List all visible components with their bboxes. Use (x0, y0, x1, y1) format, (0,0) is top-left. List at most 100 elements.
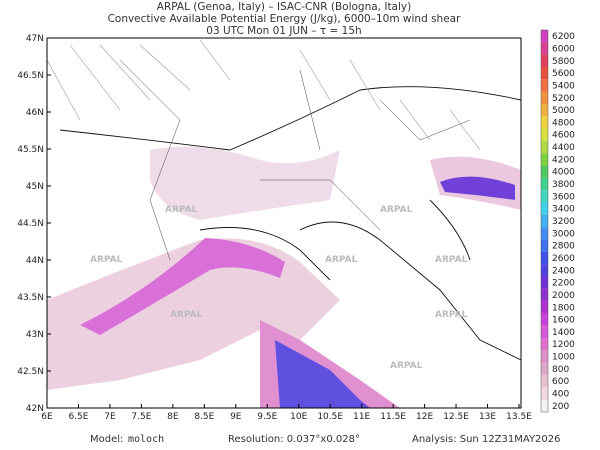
cape-field (47, 238, 340, 390)
colorbar-label: 2800 (552, 242, 575, 252)
colorbar-frame (540, 29, 549, 413)
lon-label: 7.5E (131, 412, 151, 422)
colorbar-swatch (541, 350, 548, 363)
colorbar-label: 1400 (552, 328, 575, 338)
colorbar-swatch (541, 239, 548, 252)
colorbar-label: 1200 (552, 340, 575, 350)
colorbar-swatch (541, 153, 548, 166)
lon-label: 12E (416, 412, 433, 422)
colorbar-swatch (541, 325, 548, 339)
colorbar-swatch (541, 251, 548, 265)
lat-label: 42.5N (17, 367, 44, 377)
colorbar-label: 3200 (552, 217, 575, 227)
colorbar-swatch (541, 116, 548, 129)
watermark: ARPAL (325, 255, 358, 265)
colorbar-swatch (541, 128, 548, 141)
lon-label: 10.5E (317, 412, 343, 422)
colorbar-label: 5600 (552, 69, 575, 79)
colorbar: 6200 6000 5800 5600 5400 5200 5000 4800 4600 4400… (540, 29, 575, 413)
lat-label: 46.5N (17, 71, 44, 81)
colorbar-swatch (541, 91, 548, 104)
watermark: ARPAL (380, 205, 413, 215)
colorbar-swatch (541, 79, 548, 92)
colorbar-label: 800 (552, 365, 569, 375)
lon-label: 11E (353, 412, 370, 422)
colorbar-swatch (541, 362, 548, 376)
lon-label: 6.5E (68, 412, 88, 422)
lat-label: 43.5N (17, 293, 44, 303)
cape-field (275, 340, 370, 408)
colorbar-swatch (541, 338, 548, 351)
colorbar-label: 6000 (552, 44, 575, 54)
lon-label: 6E (41, 412, 53, 422)
lat-label: 43N (26, 330, 44, 340)
lat-label: 45N (26, 182, 44, 192)
colorbar-swatch (541, 301, 548, 314)
footer-model-label: Model: (90, 434, 123, 445)
colorbar-label: 1600 (552, 316, 575, 326)
colorbar-label: 6200 (552, 32, 575, 42)
colorbar-label: 400 (552, 390, 569, 400)
colorbar-label: 3000 (552, 229, 575, 239)
lat-label: 47N (26, 34, 44, 44)
footer-analysis: Analysis: Sun 12Z31MAY2026 (412, 434, 561, 445)
colorbar-label: 1800 (552, 303, 575, 313)
colorbar-label: 3600 (552, 192, 575, 202)
cape-field (80, 238, 285, 335)
lon-label: 8E (167, 412, 179, 422)
colorbar-label: 1000 (552, 353, 575, 363)
footer-model: moloch (128, 434, 164, 445)
colorbar-swatch (541, 387, 548, 400)
colorbar-swatch (541, 214, 548, 228)
colorbar-label: 600 (552, 377, 569, 387)
colorbar-label: 3800 (552, 180, 575, 190)
border (119, 59, 471, 261)
colorbar-label: 2000 (552, 291, 575, 301)
lon-label: 13E (479, 412, 496, 422)
colorbar-label: 5800 (552, 57, 575, 67)
watermark: ARPAL (90, 255, 123, 265)
colorbar-swatch (541, 313, 548, 326)
colorbar-swatch (541, 30, 548, 43)
lon-label: 10E (290, 412, 307, 422)
colorbar-swatch (541, 288, 548, 302)
header-line: Convective Available Potential Energy (J… (108, 13, 462, 25)
colorbar-swatch (541, 66, 548, 80)
colorbar-swatch (541, 103, 548, 117)
watermark: ARPAL (390, 361, 423, 371)
colorbar-label: 5000 (552, 106, 575, 116)
colorbar-label: 200 (552, 402, 569, 412)
colorbar-label: 4000 (552, 168, 575, 178)
lat-label: 44.5N (17, 219, 44, 229)
colorbar-label: 3400 (552, 205, 575, 215)
coastline (59, 86, 521, 361)
watermark: ARPAL (170, 310, 203, 320)
cape-field (150, 146, 340, 220)
header-line: 03 UTC Mon 01 JUN – τ = 15h (206, 25, 361, 37)
lat-label: 42N (26, 404, 44, 414)
colorbar-swatch (541, 399, 548, 412)
colorbar-label: 5200 (552, 94, 575, 104)
colorbar-swatch (541, 165, 548, 178)
watermark: ARPAL (435, 310, 468, 320)
lon-label: 9.5E (257, 412, 277, 422)
lat-label: 46N (26, 108, 44, 118)
colorbar-label: 4600 (552, 131, 575, 141)
colorbar-swatch (541, 375, 548, 388)
lon-label: 12.5E (443, 412, 469, 422)
colorbar-swatch (541, 42, 548, 55)
lon-label: 11.5E (380, 412, 406, 422)
lon-label: 7E (104, 412, 116, 422)
colorbar-label: 4400 (552, 143, 575, 153)
colorbar-label: 5400 (552, 81, 575, 91)
colorbar-swatch (541, 202, 548, 215)
lat-label: 44N (26, 256, 44, 266)
axis-labels: 47N 46.5N 46N 45.5N 45N 44.5N 44N 43.5N 43N 42.5N… (17, 34, 532, 422)
cape-field (440, 176, 515, 200)
colorbar-label: 2600 (552, 254, 575, 264)
colorbar-label: 2200 (552, 279, 575, 289)
colorbar-label: 4800 (552, 118, 575, 128)
colorbar-swatch (541, 264, 548, 277)
colorbar-swatch (541, 276, 548, 289)
